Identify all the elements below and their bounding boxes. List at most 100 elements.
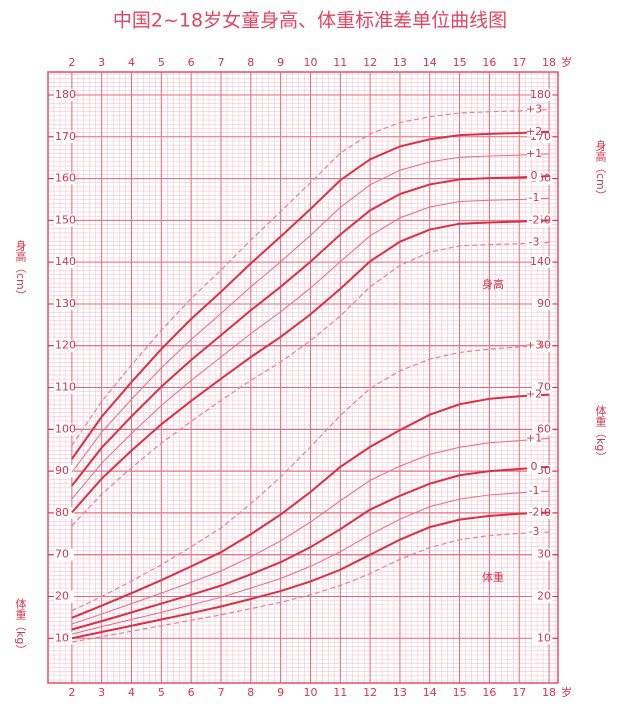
series-label: -3 <box>529 236 540 249</box>
y-tick-label: 10 <box>55 631 69 644</box>
curve <box>71 175 550 487</box>
label-bg <box>54 548 74 561</box>
curve <box>71 109 550 446</box>
curve <box>71 219 550 514</box>
curve <box>71 490 550 635</box>
y-tick-label: 90 <box>537 297 551 310</box>
curve <box>71 393 550 619</box>
series-label: +3 <box>526 338 542 351</box>
label-bg <box>54 297 74 310</box>
x-unit: 岁 <box>561 685 572 699</box>
x-tick-label: 9 <box>277 56 284 69</box>
label-bg <box>527 104 542 115</box>
x-tick-label: 3 <box>98 686 105 699</box>
x-tick-label: 11 <box>333 686 347 699</box>
y-tick-label: 130 <box>55 297 76 310</box>
series-label: +1 <box>526 147 542 160</box>
x-tick-label: 9 <box>277 686 284 699</box>
label-bg <box>54 465 74 478</box>
y-tick-label: 160 <box>55 172 76 185</box>
x-tick-label: 5 <box>158 56 165 69</box>
label-bg <box>527 486 542 497</box>
y-tick-label: 60 <box>537 422 551 435</box>
y-axis-title: 身高（cm） <box>14 239 27 301</box>
label-bg <box>527 193 542 204</box>
x-tick-label: 17 <box>512 56 526 69</box>
x-tick-label: 14 <box>423 686 437 699</box>
y2-axis-title-left: 体重（kg） <box>14 597 27 656</box>
label-bg <box>532 256 552 269</box>
y-tick-label: 110 <box>55 381 76 394</box>
x-tick-label: 13 <box>393 686 407 699</box>
x-tick-label: 15 <box>453 686 467 699</box>
x-tick-label: 3 <box>98 56 105 69</box>
curve <box>71 511 550 640</box>
x-tick-label: 15 <box>453 56 467 69</box>
x-tick-label: 6 <box>188 686 195 699</box>
x-tick-label: 8 <box>247 56 254 69</box>
x-tick-label: 11 <box>333 56 347 69</box>
label-bg <box>54 423 74 436</box>
series-label: -1 <box>529 191 540 204</box>
y-axis-title-right: 身高（cm） <box>594 139 607 201</box>
y-tick-label: 80 <box>55 506 69 519</box>
y2-axis-title: 体重（kg） <box>594 404 607 463</box>
curve <box>71 531 550 643</box>
x-tick-label: 17 <box>512 686 526 699</box>
x-tick-label: 12 <box>363 56 377 69</box>
y-tick-label: 180 <box>55 88 76 101</box>
x-tick-label: 10 <box>303 686 317 699</box>
label-bg <box>527 126 542 137</box>
y-tick-label: 70 <box>55 548 69 561</box>
label-bg <box>54 506 74 519</box>
x-tick-label: 7 <box>217 686 224 699</box>
series-label: 0 <box>531 169 538 182</box>
curve <box>71 465 550 631</box>
series-label: 0 <box>531 460 538 473</box>
label-bg <box>54 590 74 603</box>
series-label: +2 <box>526 125 542 138</box>
y-tick-label: 20 <box>537 589 551 602</box>
annotation: 体重 <box>482 570 504 584</box>
x-tick-label: 4 <box>128 56 135 69</box>
x-tick-label: 7 <box>217 56 224 69</box>
y-tick-label: 30 <box>537 548 551 561</box>
label-bg <box>527 507 542 518</box>
label-bg <box>527 215 542 226</box>
label-bg <box>532 297 552 310</box>
label-bg <box>527 461 542 472</box>
x-tick-label: 18 <box>542 56 556 69</box>
y-tick-label: 10 <box>537 631 551 644</box>
x-tick-label: 16 <box>482 56 496 69</box>
label-bg <box>527 389 542 400</box>
label-bg <box>532 632 552 645</box>
label-bg <box>527 171 542 182</box>
label-bg <box>532 88 552 101</box>
label-bg <box>532 548 552 561</box>
series-label: -3 <box>529 525 540 538</box>
y-tick-label: 120 <box>55 339 76 352</box>
curve <box>71 438 550 625</box>
y-tick-label: 150 <box>55 213 76 226</box>
label-bg <box>54 632 74 645</box>
x-tick-label: 5 <box>158 686 165 699</box>
label-bg <box>532 590 552 603</box>
x-tick-label: 12 <box>363 686 377 699</box>
y-tick-label: 140 <box>55 255 76 268</box>
label-bg <box>54 88 74 101</box>
curve <box>71 344 550 612</box>
series-label: +3 <box>526 103 542 116</box>
label-bg <box>54 130 74 143</box>
curve <box>71 130 550 460</box>
y-tick-label: 180 <box>530 88 551 101</box>
label-bg <box>527 237 542 248</box>
x-tick-label: 4 <box>128 686 135 699</box>
plot-frame <box>47 71 559 684</box>
x-tick-label: 10 <box>303 56 317 69</box>
x-tick-label: 16 <box>482 686 496 699</box>
chart-title: 中国2~18岁女童身高、体重标准差单位曲线图 <box>113 10 507 32</box>
series-label: -2 <box>529 213 540 226</box>
y-tick-label: 20 <box>55 589 69 602</box>
